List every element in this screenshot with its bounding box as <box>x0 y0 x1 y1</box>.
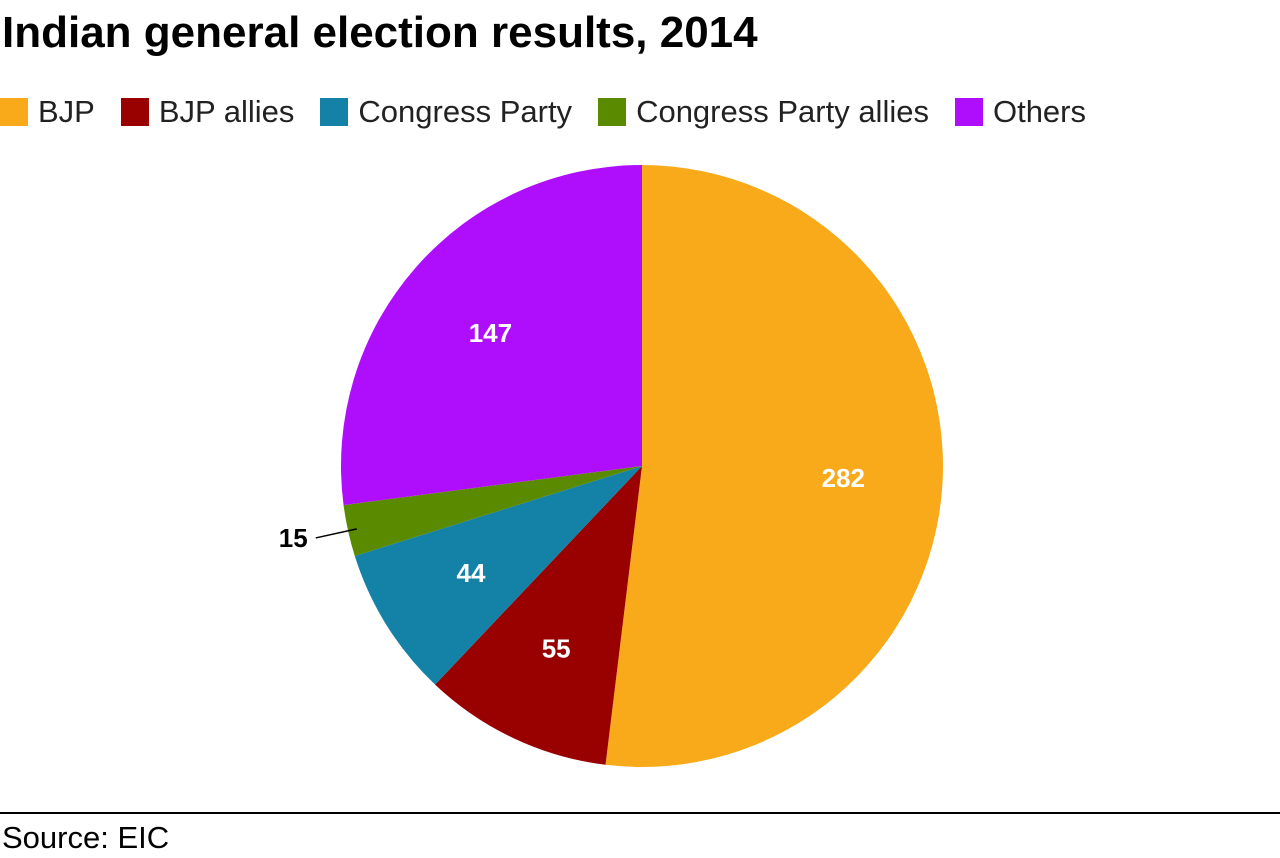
legend-swatch-congress-party <box>320 98 349 126</box>
slice-label-others: 147 <box>469 318 512 348</box>
legend-label-congress-party: Congress Party <box>358 94 573 129</box>
slice-label-congress-party: 44 <box>456 558 485 588</box>
legend-item-congress-party: Congress Party <box>320 92 572 132</box>
legend-swatch-others <box>954 98 983 126</box>
legend-label-bjp-allies: BJP allies <box>158 94 295 129</box>
pie-slice-bjp <box>605 165 944 767</box>
legend-label-congress-party-allies: Congress Party allies <box>636 94 929 129</box>
legend-label-others: Others <box>992 94 1086 129</box>
slice-label-congress-party-allies: 15 <box>279 523 308 553</box>
legend-item-bjp: BJP <box>0 92 95 132</box>
legend-item-bjp-allies: BJP allies <box>120 92 295 132</box>
slice-label-bjp-allies: 55 <box>542 633 571 663</box>
legend-swatch-bjp <box>0 98 28 126</box>
legend-item-others: Others <box>954 92 1086 132</box>
legend-swatch-congress-party-allies <box>598 98 627 126</box>
legend-item-congress-party-allies: Congress Party allies <box>598 92 929 132</box>
source-note: Source: EIC <box>2 820 170 855</box>
pie-slice-bjp-allies <box>435 466 642 765</box>
pie-slice-congress-party-allies <box>343 466 642 557</box>
pie-slice-others <box>341 165 642 506</box>
leader-line-congress-party-allies <box>315 528 358 539</box>
footer-divider <box>0 812 1280 814</box>
legend: BJP BJP allies Congress Party Congress P… <box>0 92 1112 132</box>
slice-label-bjp: 282 <box>822 463 865 493</box>
legend-swatch-bjp-allies <box>120 98 149 126</box>
chart-title: Indian general election results, 2014 <box>2 8 758 57</box>
pie-slice-congress-party <box>354 466 642 685</box>
legend-label-bjp: BJP <box>38 94 95 129</box>
